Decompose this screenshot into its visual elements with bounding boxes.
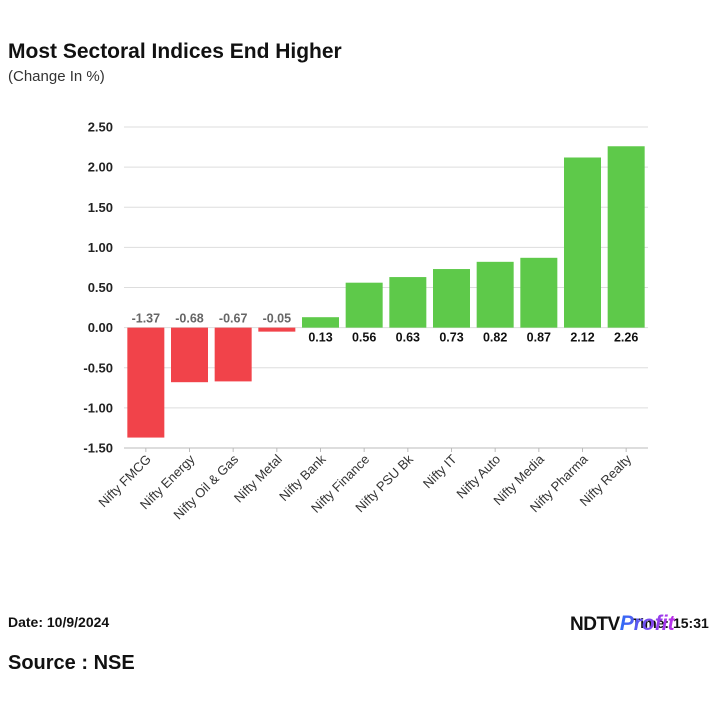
time-label: Time: 15:31 — [632, 615, 709, 631]
y-tick-label: 1.00 — [88, 240, 113, 255]
bar-chart: 2.50 2.00 1.50 1.00 0.50 0.00 -0.50 -1.00 -1.50 -… — [83, 120, 648, 522]
y-tick-label: -1.50 — [83, 441, 113, 456]
bar-nifty-it — [433, 269, 470, 328]
bar-nifty-fmcg — [127, 327, 165, 438]
logo-profit-text: Profit — [619, 612, 675, 635]
ndtv-profit-logo: NDTVProfit — [570, 612, 675, 638]
bar-nifty-finance — [345, 282, 383, 328]
chart-title: Most Sectoral Indices End Higher — [8, 40, 342, 63]
logo-ndtv-text: NDTV — [570, 614, 620, 635]
data-label: 0.56 — [352, 331, 376, 345]
y-tick-label: 0.00 — [88, 320, 113, 335]
y-tick-label: 2.00 — [88, 160, 113, 175]
data-label: -0.05 — [263, 312, 292, 326]
bar-nifty-psu-bk — [389, 277, 427, 328]
data-label: 0.73 — [439, 331, 463, 345]
x-tick-label: Nifty IT — [420, 451, 460, 491]
chart-subtitle: (Change In %) — [8, 68, 105, 85]
source-label: Source : NSE — [8, 652, 135, 674]
y-tick-label: -1.00 — [83, 400, 113, 415]
bar-nifty-oil-gas — [214, 327, 252, 382]
bar-nifty-media — [520, 257, 558, 328]
data-label: 2.12 — [570, 331, 594, 345]
data-label: -0.67 — [219, 312, 248, 326]
data-label: 0.87 — [527, 331, 551, 345]
data-label: -1.37 — [132, 312, 161, 326]
x-tick-label: Nifty Metal — [231, 451, 285, 505]
bar-nifty-bank — [302, 317, 339, 328]
y-tick-label: -0.50 — [83, 360, 113, 375]
bar-nifty-energy — [171, 327, 208, 383]
data-label: 2.26 — [614, 331, 638, 345]
y-tick-label: 2.50 — [88, 120, 113, 135]
date-label: Date: 10/9/2024 — [8, 614, 110, 630]
data-label: 0.82 — [483, 331, 507, 345]
data-label: -0.68 — [175, 312, 204, 326]
data-label: 0.13 — [308, 331, 332, 345]
bar-nifty-pharma — [564, 157, 601, 328]
bar-nifty-realty — [607, 146, 645, 328]
bar-nifty-metal — [258, 327, 296, 332]
data-label: 0.63 — [396, 331, 420, 345]
bar-nifty-auto — [476, 261, 514, 328]
y-tick-label: 1.50 — [88, 200, 113, 215]
y-tick-label: 0.50 — [88, 280, 113, 295]
